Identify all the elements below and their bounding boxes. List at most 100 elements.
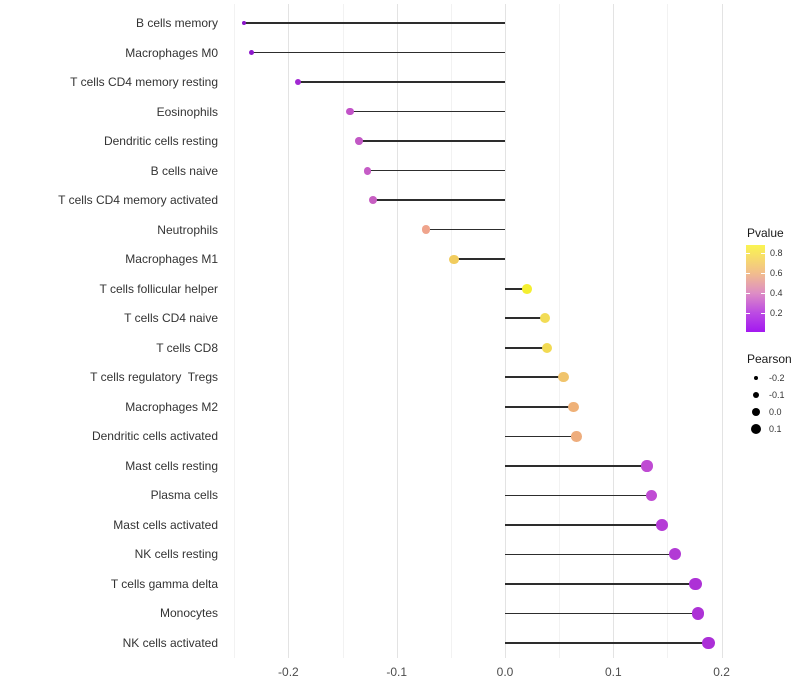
gridline-minor	[342, 4, 344, 658]
lollipop-dot	[539, 313, 551, 324]
gridline-minor	[559, 4, 561, 658]
pvalue-legend-title: Pvalue	[747, 226, 784, 240]
pearson-legend-dot	[750, 423, 762, 435]
lollipop-segment	[505, 346, 548, 349]
y-axis-category-label: T cells CD8	[156, 340, 218, 355]
y-axis-category-label: T cells follicular helper	[99, 281, 219, 296]
x-axis-tick-label: 0.1	[604, 665, 622, 679]
lollipop-segment	[505, 553, 676, 556]
y-axis-category-label: Monocytes	[159, 606, 218, 621]
pearson-legend-dot	[752, 391, 760, 399]
y-axis-category-label: Macrophages M0	[125, 45, 218, 60]
pvalue-tick-mark	[746, 293, 750, 294]
pvalue-tick-mark	[761, 293, 765, 294]
pvalue-tick-mark	[746, 273, 750, 274]
pearson-legend-label: 0.0	[769, 407, 782, 417]
lollipop-dot	[669, 548, 682, 561]
lollipop-dot	[542, 342, 553, 353]
lollipop-dot	[571, 431, 582, 442]
lollipop-segment	[251, 51, 505, 54]
y-axis-category-label: B cells memory	[135, 16, 218, 30]
pvalue-tick-mark	[746, 253, 750, 254]
pvalue-tick-label: 0.4	[770, 288, 783, 298]
y-axis-category-label: T cells regulatory Tregs	[90, 370, 218, 385]
plot-panel	[223, 4, 733, 658]
pvalue-tick-label: 0.8	[770, 248, 783, 258]
lollipop-dot	[249, 50, 255, 56]
pvalue-tick-mark	[746, 313, 750, 314]
y-axis-category-label: T cells CD4 memory resting	[70, 75, 218, 90]
y-axis-category-label: Macrophages M1	[125, 252, 218, 267]
y-axis-category-label: Mast cells activated	[113, 517, 218, 532]
lollipop-dot	[346, 107, 354, 116]
pvalue-tick-mark	[761, 313, 765, 314]
lollipop-dot	[656, 519, 668, 531]
lollipop-segment	[505, 583, 696, 585]
y-axis-category-label: NK cells resting	[134, 547, 218, 562]
lollipop-dot	[702, 636, 715, 650]
gridline-major	[721, 4, 723, 658]
lollipop-segment	[454, 258, 505, 260]
y-axis-category-label: Neutrophils	[157, 222, 218, 237]
lollipop-segment	[505, 317, 546, 320]
lollipop-dot	[567, 401, 579, 413]
lollipop-segment	[425, 228, 505, 231]
lollipop-segment	[243, 22, 505, 24]
lollipop-segment	[505, 376, 564, 379]
lollipop-segment	[505, 524, 663, 526]
pearson-legend-title: Pearson	[747, 352, 792, 366]
x-axis-tick-label: -0.2	[278, 665, 299, 679]
lollipop-segment	[505, 287, 527, 290]
y-axis-category-label: T cells gamma delta	[110, 576, 218, 591]
lollipop-dot	[449, 254, 459, 264]
pvalue-tick-mark	[761, 273, 765, 274]
lollipop-dot	[363, 166, 372, 175]
x-axis-tick-label: 0.0	[496, 665, 514, 679]
lollipop-dot	[645, 489, 657, 502]
lollipop-dot	[521, 283, 532, 294]
lollipop-segment	[505, 406, 574, 408]
lollipop-segment	[372, 199, 505, 201]
pearson-legend-dot	[753, 375, 759, 381]
lollipop-segment	[298, 81, 505, 83]
lollipop-dot	[354, 137, 363, 145]
lollipop-segment	[505, 494, 652, 497]
lollipop-dot	[689, 577, 702, 591]
lollipop-dot	[558, 372, 569, 383]
lollipop-segment	[350, 110, 505, 113]
pvalue-tick-label: 0.2	[770, 308, 783, 318]
y-axis-category-label: Mast cells resting	[125, 458, 218, 473]
gridline-major	[613, 4, 615, 658]
gridline-major	[505, 4, 506, 658]
y-axis-category-label: T cells CD4 naive	[124, 311, 218, 326]
lollipop-segment	[505, 435, 577, 438]
pvalue-gradient-bar	[746, 245, 765, 332]
y-axis-category-label: B cells naive	[150, 163, 218, 178]
lollipop-dot	[421, 225, 431, 235]
pvalue-tick-mark	[761, 253, 765, 254]
x-axis-tick-label: -0.1	[386, 665, 408, 679]
y-axis-category-label: Dendritic cells resting	[103, 134, 218, 149]
lollipop-dot	[691, 607, 704, 620]
lollipop-dot	[294, 78, 302, 86]
lollipop-dot	[368, 196, 377, 205]
pearson-legend-label: -0.2	[769, 373, 785, 383]
gridline-minor	[667, 4, 669, 658]
gridline-minor	[234, 4, 236, 658]
lollipop-dot	[241, 20, 247, 26]
lollipop-segment	[358, 140, 505, 142]
lollipop-segment	[505, 642, 709, 644]
gridline-minor	[450, 4, 452, 658]
x-axis-tick-label: 0.2	[713, 665, 730, 679]
y-axis-category-label: Macrophages M2	[125, 399, 218, 414]
lollipop-dot	[641, 460, 653, 472]
y-axis-category-label: NK cells activated	[122, 636, 218, 650]
y-axis-category-label: Eosinophils	[156, 104, 218, 119]
pearson-legend-label: -0.1	[769, 390, 785, 400]
pearson-legend-dot	[751, 407, 761, 417]
y-axis-category-label: T cells CD4 memory activated	[58, 193, 218, 208]
gridline-major	[288, 4, 290, 658]
y-axis-category-label: Dendritic cells activated	[91, 429, 218, 444]
pearson-legend-label: 0.1	[769, 424, 782, 434]
